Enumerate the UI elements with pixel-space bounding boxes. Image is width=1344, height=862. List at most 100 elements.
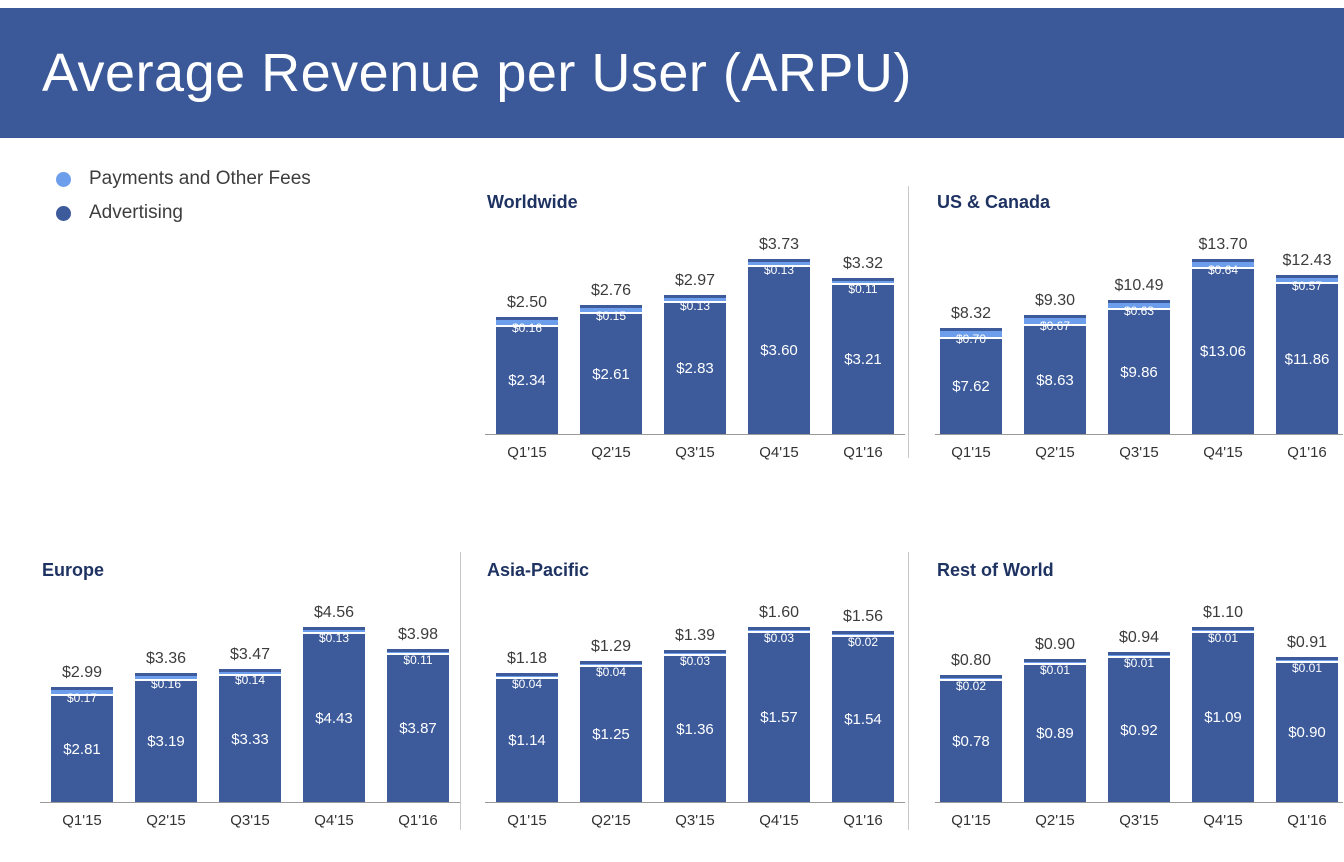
total-label: $10.49 <box>1114 277 1164 294</box>
segment-divider <box>496 325 558 327</box>
x-axis-label: Q4'15 <box>1203 444 1243 461</box>
x-axis-label: Q3'15 <box>675 812 715 829</box>
legend-label-payments: Payments and Other Fees <box>89 168 311 189</box>
x-axis-label: Q4'15 <box>314 812 354 829</box>
stacked-bar: $0.01 $0.89 <box>1024 659 1086 802</box>
total-label: $1.18 <box>506 650 548 667</box>
x-axis-label: Q1'16 <box>843 812 883 829</box>
payments-value-label: $0.70 <box>955 332 987 346</box>
stacked-bar: $0.14 $3.33 <box>219 669 281 802</box>
segment-divider <box>135 679 197 681</box>
bar-column: $3.98 $0.11 $3.87 <box>387 626 449 802</box>
payments-value-label: $0.01 <box>1207 631 1239 645</box>
payments-segment: $0.01 <box>1192 627 1254 645</box>
stacked-bar: $0.02 $1.54 <box>832 631 894 802</box>
segment-divider <box>580 312 642 314</box>
stacked-bar: $0.13 $4.43 <box>303 627 365 802</box>
bar-column: $9.30 $0.67 $8.63 <box>1024 292 1086 434</box>
segment-divider <box>832 283 894 285</box>
advertising-segment: $2.34 <box>496 327 558 434</box>
x-axis-label: Q1'15 <box>507 812 547 829</box>
payments-value-label: $0.17 <box>66 691 98 705</box>
bar-column: $0.90 $0.01 $0.89 <box>1024 636 1086 802</box>
x-axis-label: Q1'16 <box>843 444 883 461</box>
bar-column: $3.36 $0.16 $3.19 <box>135 650 197 802</box>
bar-column: $10.49 $0.63 $9.86 <box>1108 277 1170 434</box>
x-axis-label: Q2'15 <box>1035 812 1075 829</box>
total-label: $2.97 <box>674 272 716 289</box>
payments-value-label: $0.01 <box>1039 663 1071 677</box>
x-axis-label: Q2'15 <box>146 812 186 829</box>
payments-segment: $0.11 <box>832 278 894 296</box>
payments-value-label: $0.57 <box>1291 279 1323 293</box>
bar-column: $1.60 $0.03 $1.57 <box>748 604 810 802</box>
x-axis-label: Q4'15 <box>1203 812 1243 829</box>
payments-value-label: $0.13 <box>763 263 795 277</box>
segment-divider <box>748 631 810 633</box>
total-label: $2.99 <box>61 664 103 681</box>
payments-segment: $0.01 <box>1024 659 1086 677</box>
payments-value-label: $0.11 <box>848 282 878 296</box>
payments-segment: $0.16 <box>496 317 558 335</box>
stacked-bar: $0.67 $8.63 <box>1024 315 1086 434</box>
payments-segment: $0.02 <box>832 631 894 649</box>
chart-us-canada: US & Canada $8.32 $0.70 $7.62 $9.30 $0.67 $8.… <box>935 192 1343 461</box>
x-axis-label: Q4'15 <box>759 444 799 461</box>
advertising-segment: $3.87 <box>387 655 449 802</box>
advertising-segment: $0.89 <box>1024 665 1086 802</box>
bar-column: $12.43 $0.57 $11.86 <box>1276 252 1338 434</box>
x-axis-label: Q1'16 <box>1287 444 1327 461</box>
payments-segment: $0.57 <box>1276 275 1338 293</box>
advertising-segment: $3.21 <box>832 285 894 434</box>
payments-segment: $0.13 <box>748 259 810 277</box>
plot-area: $1.18 $0.04 $1.14 $1.29 $0.04 $1.25 $1.39 $0.03… <box>485 587 905 803</box>
advertising-segment: $3.60 <box>748 267 810 434</box>
stacked-bar: $0.70 $7.62 <box>940 328 1002 434</box>
legend-label-advertising: Advertising <box>89 202 183 223</box>
payments-segment: $0.03 <box>664 650 726 668</box>
advertising-segment: $11.86 <box>1276 284 1338 434</box>
payments-segment: $0.04 <box>496 673 558 691</box>
payments-segment: $0.13 <box>303 627 365 645</box>
payments-value-label: $0.02 <box>847 635 879 649</box>
payments-segment: $0.01 <box>1276 657 1338 675</box>
x-axis-labels: Q1'15 Q2'15 Q3'15 Q4'15 Q1'16 <box>935 812 1343 829</box>
segment-divider <box>1192 631 1254 633</box>
advertising-segment: $1.14 <box>496 679 558 802</box>
chart-title: US & Canada <box>937 192 1051 212</box>
chart-title: Rest of World <box>937 560 1054 580</box>
x-axis-label: Q1'15 <box>507 444 547 461</box>
advertising-segment: $1.57 <box>748 633 810 802</box>
chart-divider <box>908 186 909 458</box>
bar-column: $2.99 $0.17 $2.81 <box>51 664 113 802</box>
payments-value-label: $0.15 <box>595 309 627 323</box>
x-axis-label: Q1'16 <box>398 812 438 829</box>
total-label: $1.60 <box>758 604 800 621</box>
advertising-segment: $0.90 <box>1276 663 1338 802</box>
bar-column: $0.94 $0.01 $0.92 <box>1108 629 1170 802</box>
legend-item-payments: Payments and Other Fees <box>56 168 311 190</box>
page-title: Average Revenue per User (ARPU) <box>42 43 912 103</box>
x-axis-label: Q3'15 <box>230 812 270 829</box>
chart-divider <box>460 552 461 830</box>
payments-value-label: $0.14 <box>234 673 266 687</box>
bar-column: $4.56 $0.13 $4.43 <box>303 604 365 802</box>
bar-column: $0.91 $0.01 $0.90 <box>1276 634 1338 802</box>
payments-segment: $0.02 <box>940 675 1002 693</box>
segment-divider <box>1276 661 1338 663</box>
segment-divider <box>940 337 1002 339</box>
payments-segment: $0.03 <box>748 627 810 645</box>
advertising-segment: $1.54 <box>832 637 894 802</box>
total-label: $0.90 <box>1034 636 1076 653</box>
stacked-bar: $0.04 $1.14 <box>496 673 558 802</box>
payments-segment: $0.04 <box>580 661 642 679</box>
total-label: $1.56 <box>842 608 884 625</box>
segment-divider <box>748 265 810 267</box>
total-label: $0.94 <box>1118 629 1160 646</box>
advertising-segment: $8.63 <box>1024 326 1086 434</box>
payments-legend-dot-icon <box>56 171 71 187</box>
payments-segment: $0.16 <box>135 673 197 691</box>
bar-column: $1.39 $0.03 $1.36 <box>664 627 726 802</box>
total-label: $3.32 <box>842 255 884 272</box>
